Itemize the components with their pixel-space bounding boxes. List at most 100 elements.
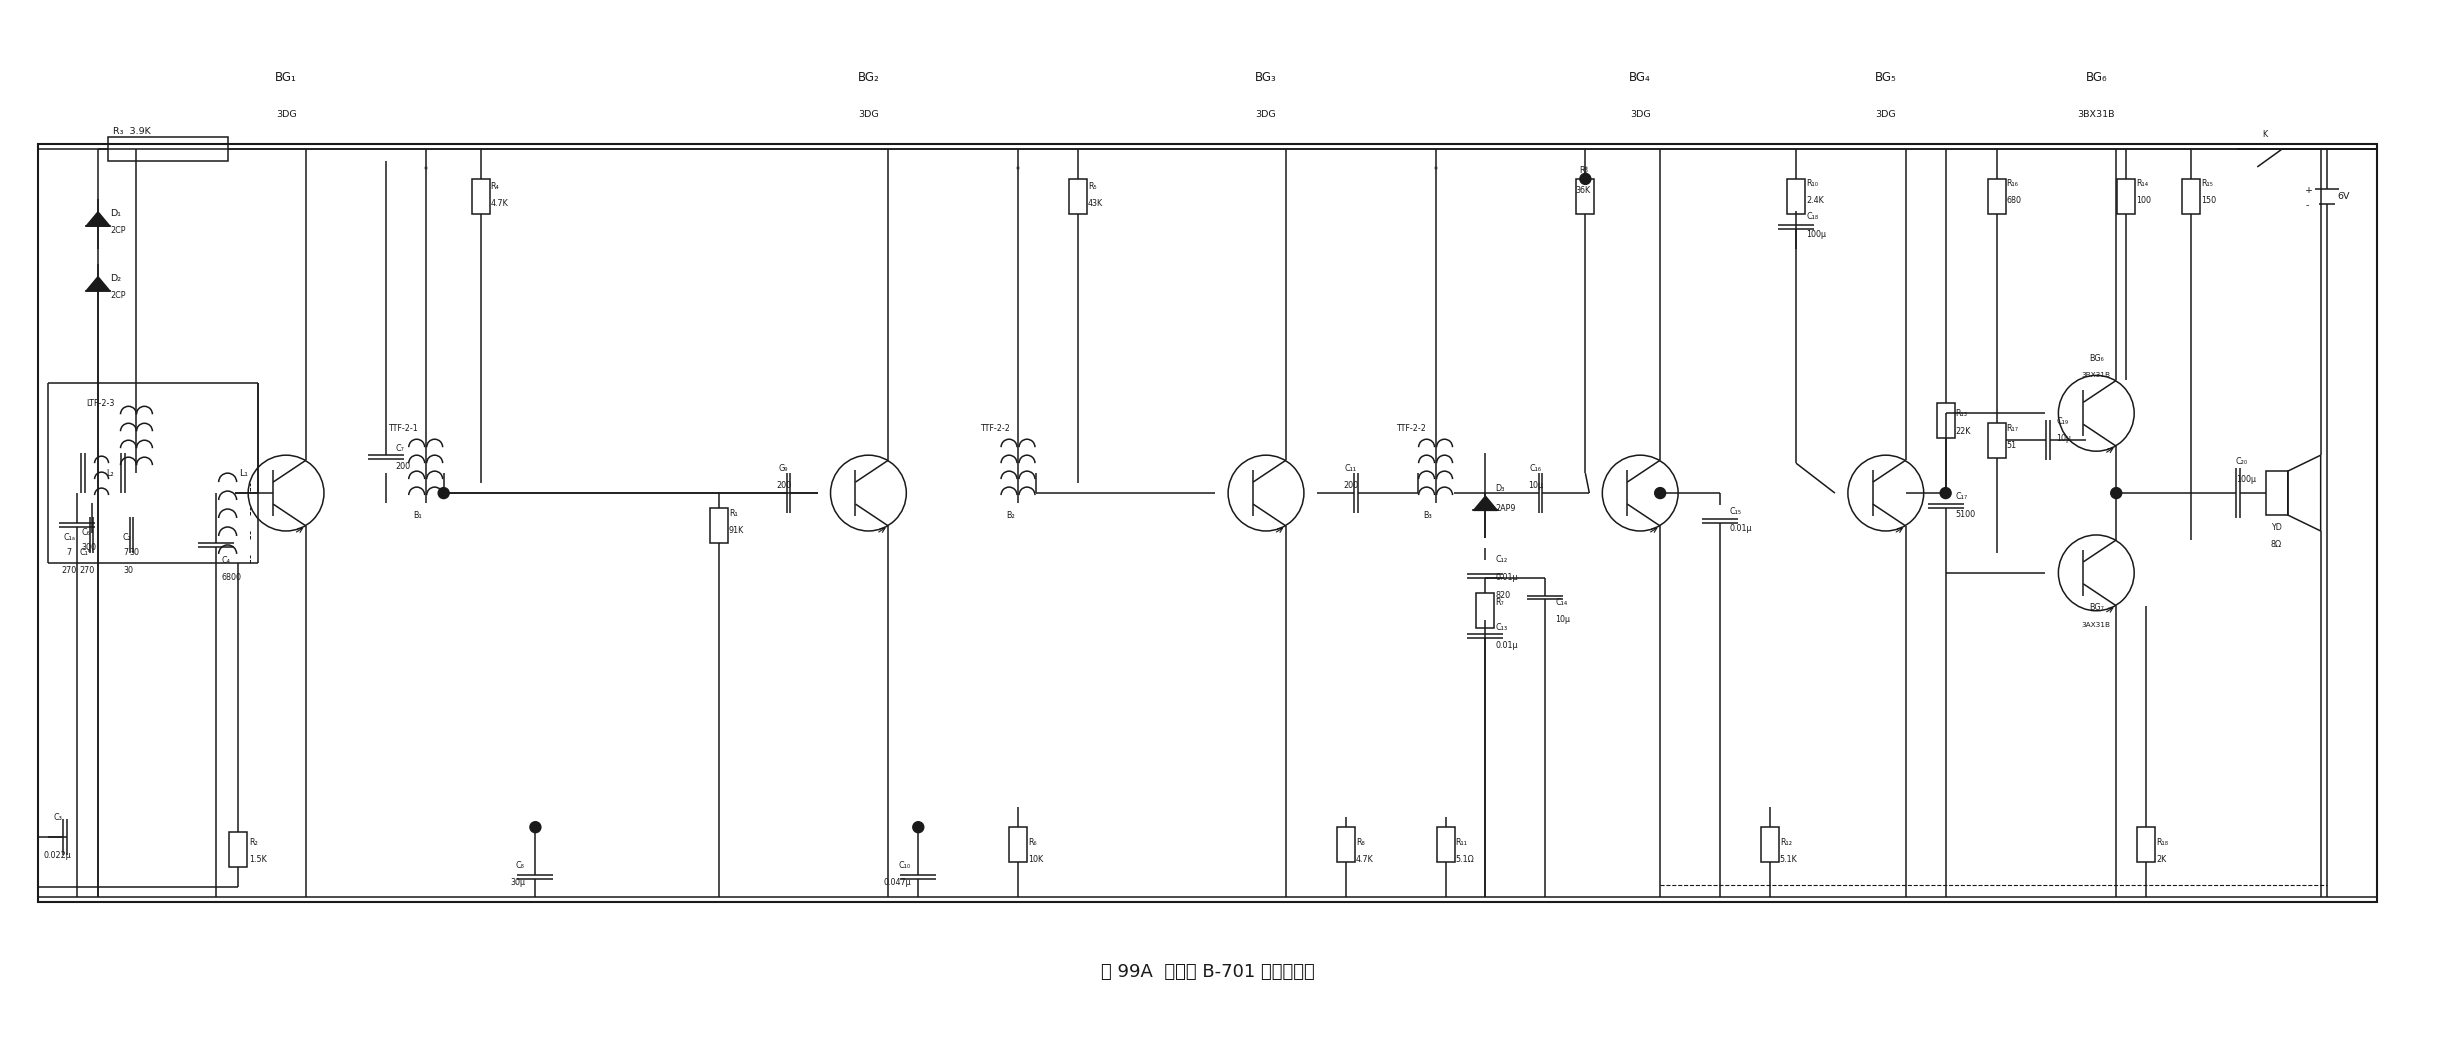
Text: D₁: D₁ bbox=[110, 210, 120, 218]
Text: 6800: 6800 bbox=[221, 573, 240, 583]
Text: R₂: R₂ bbox=[250, 837, 257, 847]
Text: 0.01μ: 0.01μ bbox=[1496, 573, 1518, 583]
Text: 8Ω: 8Ω bbox=[2271, 541, 2283, 549]
Bar bbox=[1010, 827, 1027, 863]
Bar bbox=[1577, 179, 1594, 214]
Text: 10μ: 10μ bbox=[2057, 434, 2072, 442]
Text: 270: 270 bbox=[61, 566, 76, 575]
Circle shape bbox=[1655, 487, 1665, 499]
Text: R₁₃: R₁₃ bbox=[1957, 409, 1967, 418]
Bar bbox=[2266, 472, 2288, 515]
Text: D₂: D₂ bbox=[110, 275, 120, 283]
Bar bbox=[1476, 593, 1493, 628]
Text: BG₆: BG₆ bbox=[2089, 354, 2104, 363]
Bar bbox=[1989, 423, 2006, 458]
Text: 200: 200 bbox=[1344, 481, 1358, 489]
Bar bbox=[1069, 179, 1086, 214]
Bar bbox=[228, 832, 248, 867]
Bar bbox=[1437, 827, 1454, 863]
Text: BG₂: BG₂ bbox=[858, 70, 880, 84]
Bar bbox=[1336, 827, 1356, 863]
Text: R₁₆: R₁₆ bbox=[2006, 179, 2018, 189]
Text: 91K: 91K bbox=[728, 526, 743, 536]
Text: R₄: R₄ bbox=[490, 182, 500, 192]
Text: 3AX31B: 3AX31B bbox=[2082, 621, 2111, 628]
Text: 0.01μ: 0.01μ bbox=[1731, 524, 1753, 533]
Text: 2AP9: 2AP9 bbox=[1496, 503, 1515, 512]
Bar bbox=[471, 179, 490, 214]
Text: -: - bbox=[2305, 201, 2307, 211]
Text: C₁₄: C₁₄ bbox=[1555, 598, 1567, 607]
Text: 3DG: 3DG bbox=[275, 110, 297, 118]
Bar bbox=[709, 508, 728, 543]
Text: 30μ: 30μ bbox=[510, 877, 525, 887]
Text: 2CP: 2CP bbox=[110, 291, 125, 300]
Text: BG₃: BG₃ bbox=[1255, 70, 1277, 84]
Text: 4.7K: 4.7K bbox=[1356, 854, 1373, 864]
Text: 51: 51 bbox=[2006, 441, 2016, 450]
Text: 10K: 10K bbox=[1027, 854, 1042, 864]
Text: 200: 200 bbox=[777, 481, 792, 489]
Bar bbox=[1937, 403, 1954, 438]
Text: BG₁: BG₁ bbox=[275, 70, 297, 84]
Text: C₇: C₇ bbox=[395, 443, 405, 453]
Text: C₂: C₂ bbox=[123, 533, 132, 543]
Polygon shape bbox=[86, 212, 110, 226]
Text: R₁₄: R₁₄ bbox=[2136, 179, 2148, 189]
Text: 2CP: 2CP bbox=[110, 226, 125, 236]
Text: C₂₀: C₂₀ bbox=[2236, 457, 2248, 465]
Text: TTF-2-2: TTF-2-2 bbox=[1395, 423, 1425, 433]
Text: C₆: C₆ bbox=[81, 528, 91, 538]
Text: 43K: 43K bbox=[1089, 199, 1103, 209]
Text: BG₇: BG₇ bbox=[2089, 604, 2104, 612]
Text: D₃: D₃ bbox=[1496, 483, 1506, 493]
Bar bbox=[1761, 827, 1778, 863]
Text: 200: 200 bbox=[395, 462, 412, 471]
Text: B₃: B₃ bbox=[1425, 510, 1432, 520]
Text: 100μ: 100μ bbox=[2236, 475, 2256, 483]
Text: C₁ₐ: C₁ₐ bbox=[64, 533, 76, 543]
Text: C₁₃: C₁₃ bbox=[1496, 624, 1508, 632]
Text: 100: 100 bbox=[2136, 196, 2150, 205]
Text: 5.1Ω: 5.1Ω bbox=[1456, 854, 1474, 864]
Text: *: * bbox=[1015, 167, 1020, 175]
Text: 30: 30 bbox=[130, 548, 140, 558]
Text: 7: 7 bbox=[66, 548, 71, 558]
Text: 3DG: 3DG bbox=[1876, 110, 1895, 118]
Text: R₁₁: R₁₁ bbox=[1456, 837, 1466, 847]
Circle shape bbox=[439, 487, 449, 499]
Text: C₁₂: C₁₂ bbox=[1496, 555, 1508, 565]
Text: 5.1K: 5.1K bbox=[1780, 854, 1797, 864]
Text: 22K: 22K bbox=[1957, 427, 1971, 436]
Text: C₁ᵇ: C₁ᵇ bbox=[78, 548, 93, 558]
Text: 270: 270 bbox=[78, 566, 96, 575]
Text: 0.022μ: 0.022μ bbox=[44, 851, 71, 859]
Text: YD: YD bbox=[2271, 524, 2283, 532]
Text: 1.5K: 1.5K bbox=[250, 854, 267, 864]
Text: C₁₅: C₁₅ bbox=[1731, 506, 1741, 516]
Text: R₃  3.9K: R₃ 3.9K bbox=[113, 127, 150, 135]
Text: 5100: 5100 bbox=[1957, 509, 1976, 519]
Bar bbox=[2116, 179, 2136, 214]
Text: *: * bbox=[1434, 167, 1437, 175]
Text: R₈: R₈ bbox=[1356, 837, 1363, 847]
Text: 150: 150 bbox=[2202, 196, 2217, 205]
Text: BG₅: BG₅ bbox=[1876, 70, 1898, 84]
Text: R₅: R₅ bbox=[1089, 182, 1096, 192]
Bar bbox=[2182, 179, 2199, 214]
Text: 2.4K: 2.4K bbox=[1807, 196, 1824, 205]
Text: C₄: C₄ bbox=[221, 556, 230, 566]
Text: 300: 300 bbox=[81, 544, 96, 552]
Text: R₉: R₉ bbox=[1579, 167, 1589, 175]
Text: BG₆: BG₆ bbox=[2087, 70, 2106, 84]
Bar bbox=[1989, 179, 2006, 214]
Text: R₁: R₁ bbox=[728, 508, 738, 518]
Bar bbox=[2138, 827, 2155, 863]
Text: 820: 820 bbox=[1496, 591, 1510, 601]
Text: 6V: 6V bbox=[2337, 193, 2349, 201]
Text: G₉: G₉ bbox=[780, 463, 790, 473]
Text: C₃: C₃ bbox=[54, 812, 61, 822]
Text: 图 99A  乌江牌 B-701 型电原理图: 图 99A 乌江牌 B-701 型电原理图 bbox=[1101, 963, 1314, 981]
Text: *: * bbox=[1584, 167, 1586, 175]
Text: L₂: L₂ bbox=[105, 468, 115, 478]
